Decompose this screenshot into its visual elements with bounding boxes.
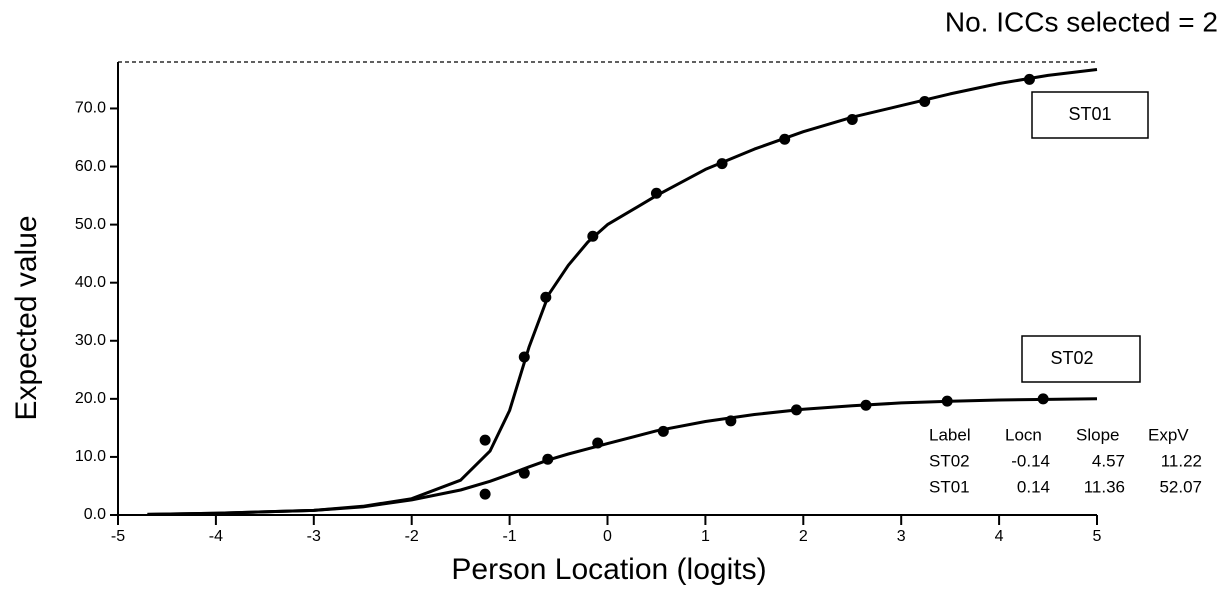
- observed-point: [1023, 73, 1035, 85]
- table-cell: 11.22: [1161, 451, 1202, 470]
- observed-point: [846, 113, 858, 125]
- observed-point: [479, 488, 491, 500]
- observed-point: [790, 404, 802, 416]
- observed-point: [587, 230, 599, 242]
- table-header: Locn: [1005, 425, 1042, 444]
- table-header: Label: [929, 425, 971, 444]
- annotation: No. ICCs selected = 2: [945, 6, 1218, 37]
- table-cell: 0.14: [1017, 477, 1050, 496]
- table-cell: 52.07: [1159, 477, 1202, 496]
- y-tick-label: 0.0: [84, 506, 106, 523]
- table-cell: -0.14: [1011, 451, 1050, 470]
- table-cell: ST02: [929, 451, 970, 470]
- observed-point: [919, 95, 931, 107]
- observed-point: [716, 158, 728, 170]
- observed-point: [592, 437, 604, 449]
- y-tick-label: 50.0: [75, 216, 106, 233]
- x-tick-label: 2: [799, 528, 808, 545]
- table-cell: 4.57: [1092, 451, 1125, 470]
- observed-point: [542, 453, 554, 465]
- label-box: [1021, 335, 1141, 383]
- x-tick-label: -2: [405, 528, 419, 545]
- x-tick-label: 1: [701, 528, 710, 545]
- observed-point: [650, 187, 662, 199]
- observed-point: [479, 434, 491, 446]
- icc-curve: [147, 397, 1098, 516]
- x-tick-label: -5: [111, 528, 125, 545]
- observed-point: [540, 291, 552, 303]
- label-box: [1031, 91, 1149, 139]
- curve-label: ST02: [1050, 348, 1093, 368]
- observed-point: [1037, 393, 1049, 405]
- table-cell: ST01: [929, 477, 970, 496]
- x-tick-label: 3: [897, 528, 906, 545]
- observed-point: [725, 415, 737, 427]
- y-tick-label: 20.0: [75, 390, 106, 407]
- observed-point: [941, 395, 953, 407]
- observed-point: [860, 399, 872, 411]
- table-header: ExpV: [1148, 425, 1189, 444]
- x-tick-label: 5: [1093, 528, 1102, 545]
- observed-point: [657, 425, 669, 437]
- icc-curve: [147, 68, 1098, 516]
- x-tick-label: -4: [209, 528, 223, 545]
- x-tick-label: 4: [995, 528, 1004, 545]
- y-tick-label: 30.0: [75, 332, 106, 349]
- curve-label: ST01: [1068, 104, 1111, 124]
- table-header: Slope: [1076, 425, 1119, 444]
- y-tick-label: 70.0: [75, 100, 106, 117]
- y-tick-label: 40.0: [75, 274, 106, 291]
- y-tick-label: 60.0: [75, 158, 106, 175]
- x-tick-label: -3: [307, 528, 321, 545]
- observed-point: [779, 133, 791, 145]
- x-tick-label: 0: [603, 528, 612, 545]
- x-tick-label: -1: [502, 528, 516, 545]
- observed-point: [518, 351, 530, 363]
- y-axis-label: Expected value: [10, 215, 43, 420]
- y-tick-label: 10.0: [75, 448, 106, 465]
- observed-point: [518, 467, 530, 479]
- x-axis-label: Person Location (logits): [451, 553, 766, 586]
- table-cell: 11.36: [1084, 477, 1125, 496]
